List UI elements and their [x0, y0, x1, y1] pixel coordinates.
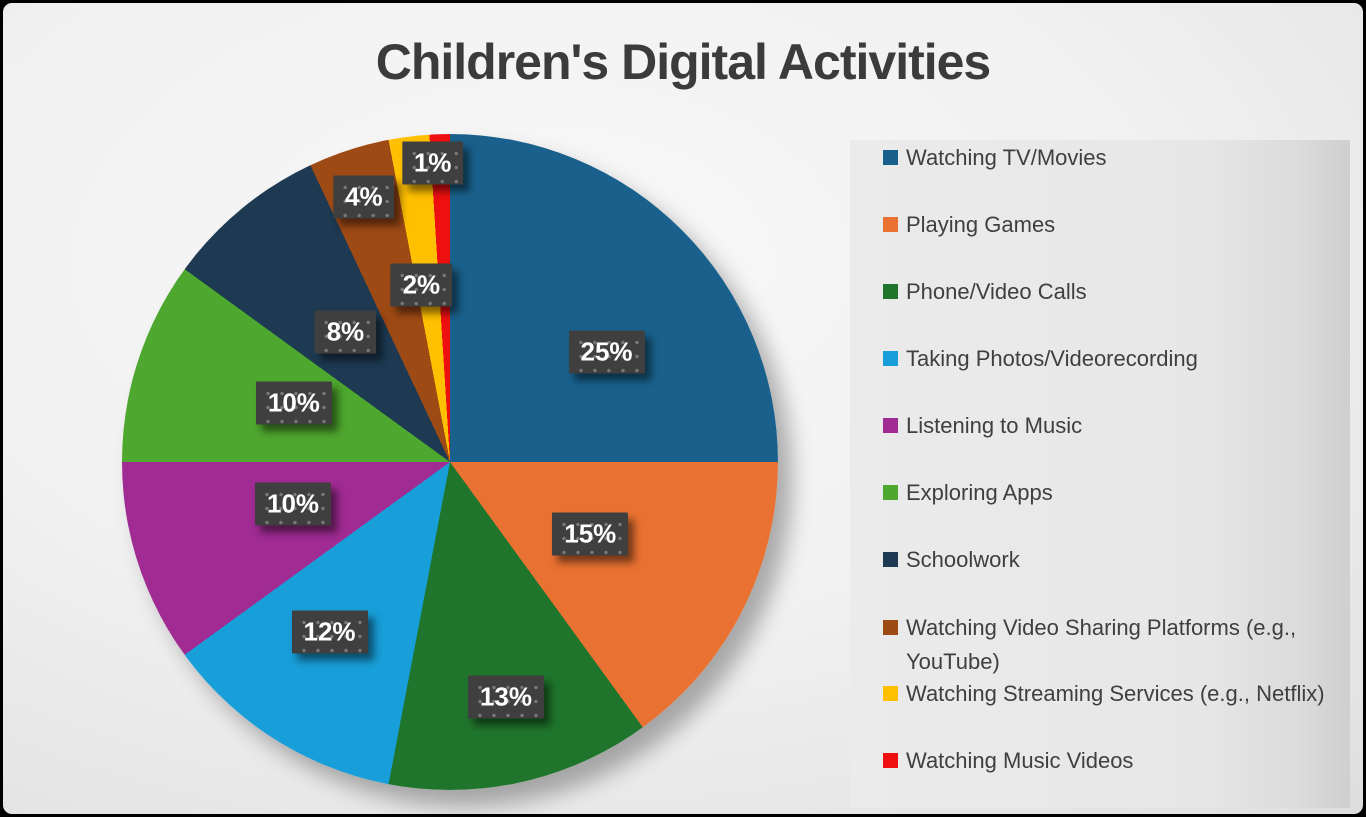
legend-panel	[850, 140, 1350, 808]
legend-swatch-icon	[883, 753, 898, 768]
pie-slice-label: 10%	[254, 482, 332, 526]
legend-swatch-icon	[883, 284, 898, 299]
legend-item: Watching Video Sharing Platforms (e.g., …	[883, 611, 1328, 679]
pie-slice-label: 15%	[552, 512, 629, 556]
pie-slice-label: 8%	[314, 310, 377, 354]
pie-slice-label: 1%	[401, 141, 464, 185]
pie-slice-label: 13%	[467, 675, 544, 719]
legend-item: Playing Games	[883, 208, 1328, 242]
legend-item: Phone/Video Calls	[883, 275, 1328, 309]
legend-label: Watching TV/Movies	[906, 145, 1107, 170]
legend-swatch-icon	[883, 351, 898, 366]
legend-item: Exploring Apps	[883, 476, 1328, 510]
legend-label: Watching Streaming Services (e.g., Netfl…	[906, 681, 1325, 706]
legend-label: Taking Photos/Videorecording	[906, 346, 1198, 371]
legend-swatch-icon	[883, 418, 898, 433]
legend-swatch-icon	[883, 620, 898, 635]
legend-item: Listening to Music	[883, 409, 1328, 443]
legend-swatch-icon	[883, 485, 898, 500]
legend-swatch-icon	[883, 552, 898, 567]
legend-item: Schoolwork	[883, 543, 1328, 577]
pie-slice-label: 4%	[333, 175, 395, 219]
legend-label: Watching Music Videos	[906, 748, 1134, 773]
legend-item: Watching Music Videos	[883, 744, 1328, 778]
legend-item: Taking Photos/Videorecording	[883, 342, 1328, 376]
legend-label: Watching Video Sharing Platforms (e.g., …	[906, 615, 1297, 674]
legend-label: Phone/Video Calls	[906, 279, 1087, 304]
pie-slice-label: 25%	[568, 330, 645, 374]
pie-slice-label: 2%	[390, 263, 453, 307]
legend-item: Watching TV/Movies	[883, 141, 1328, 175]
pie-slice-label: 10%	[255, 381, 332, 425]
pie-chart	[122, 134, 778, 790]
chart-title: Children's Digital Activities	[375, 34, 992, 90]
legend-swatch-icon	[883, 686, 898, 701]
legend-swatch-icon	[883, 150, 898, 165]
legend-item: Watching Streaming Services (e.g., Netfl…	[883, 677, 1328, 711]
legend-label: Schoolwork	[906, 547, 1020, 572]
pie-slice-label: 12%	[291, 610, 368, 654]
legend-label: Playing Games	[906, 212, 1056, 237]
legend-label: Listening to Music	[906, 413, 1083, 438]
legend-swatch-icon	[883, 217, 898, 232]
legend-label: Exploring Apps	[906, 480, 1053, 505]
